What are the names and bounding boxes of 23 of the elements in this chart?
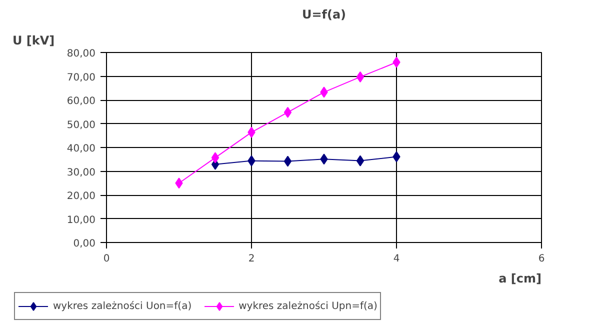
y-tick-label: 70,00 xyxy=(66,72,96,84)
x-tick-label: 6 xyxy=(538,254,545,264)
point xyxy=(284,156,292,167)
y-axis-title: U [kV] xyxy=(12,34,55,48)
legend-label: wykres zależności Uon=f(a) xyxy=(53,300,192,312)
y-tick-label: 60,00 xyxy=(66,96,96,107)
point xyxy=(211,152,220,164)
x-axis-title: a [cm] xyxy=(498,272,542,286)
y-tick-label: 50,00 xyxy=(66,120,96,131)
y-tick-label: 30,00 xyxy=(66,167,96,178)
point xyxy=(356,71,364,82)
x-tick-label: 2 xyxy=(248,254,255,264)
y-tick-label: 20,00 xyxy=(66,191,96,202)
point xyxy=(356,155,364,166)
x-tick-label: 0 xyxy=(103,254,110,264)
y-tick-label: 10,00 xyxy=(66,214,96,226)
y-tick-label: 0,00 xyxy=(73,238,96,250)
chart-title: U=f(a) xyxy=(302,8,346,22)
x-tick-label: 4 xyxy=(393,254,400,264)
y-tick-label: 40,00 xyxy=(66,144,96,154)
y-tick-label: 80,00 xyxy=(66,48,96,60)
point xyxy=(284,106,292,118)
legend-label: wykres zależności Upn=f(a) xyxy=(238,300,378,312)
